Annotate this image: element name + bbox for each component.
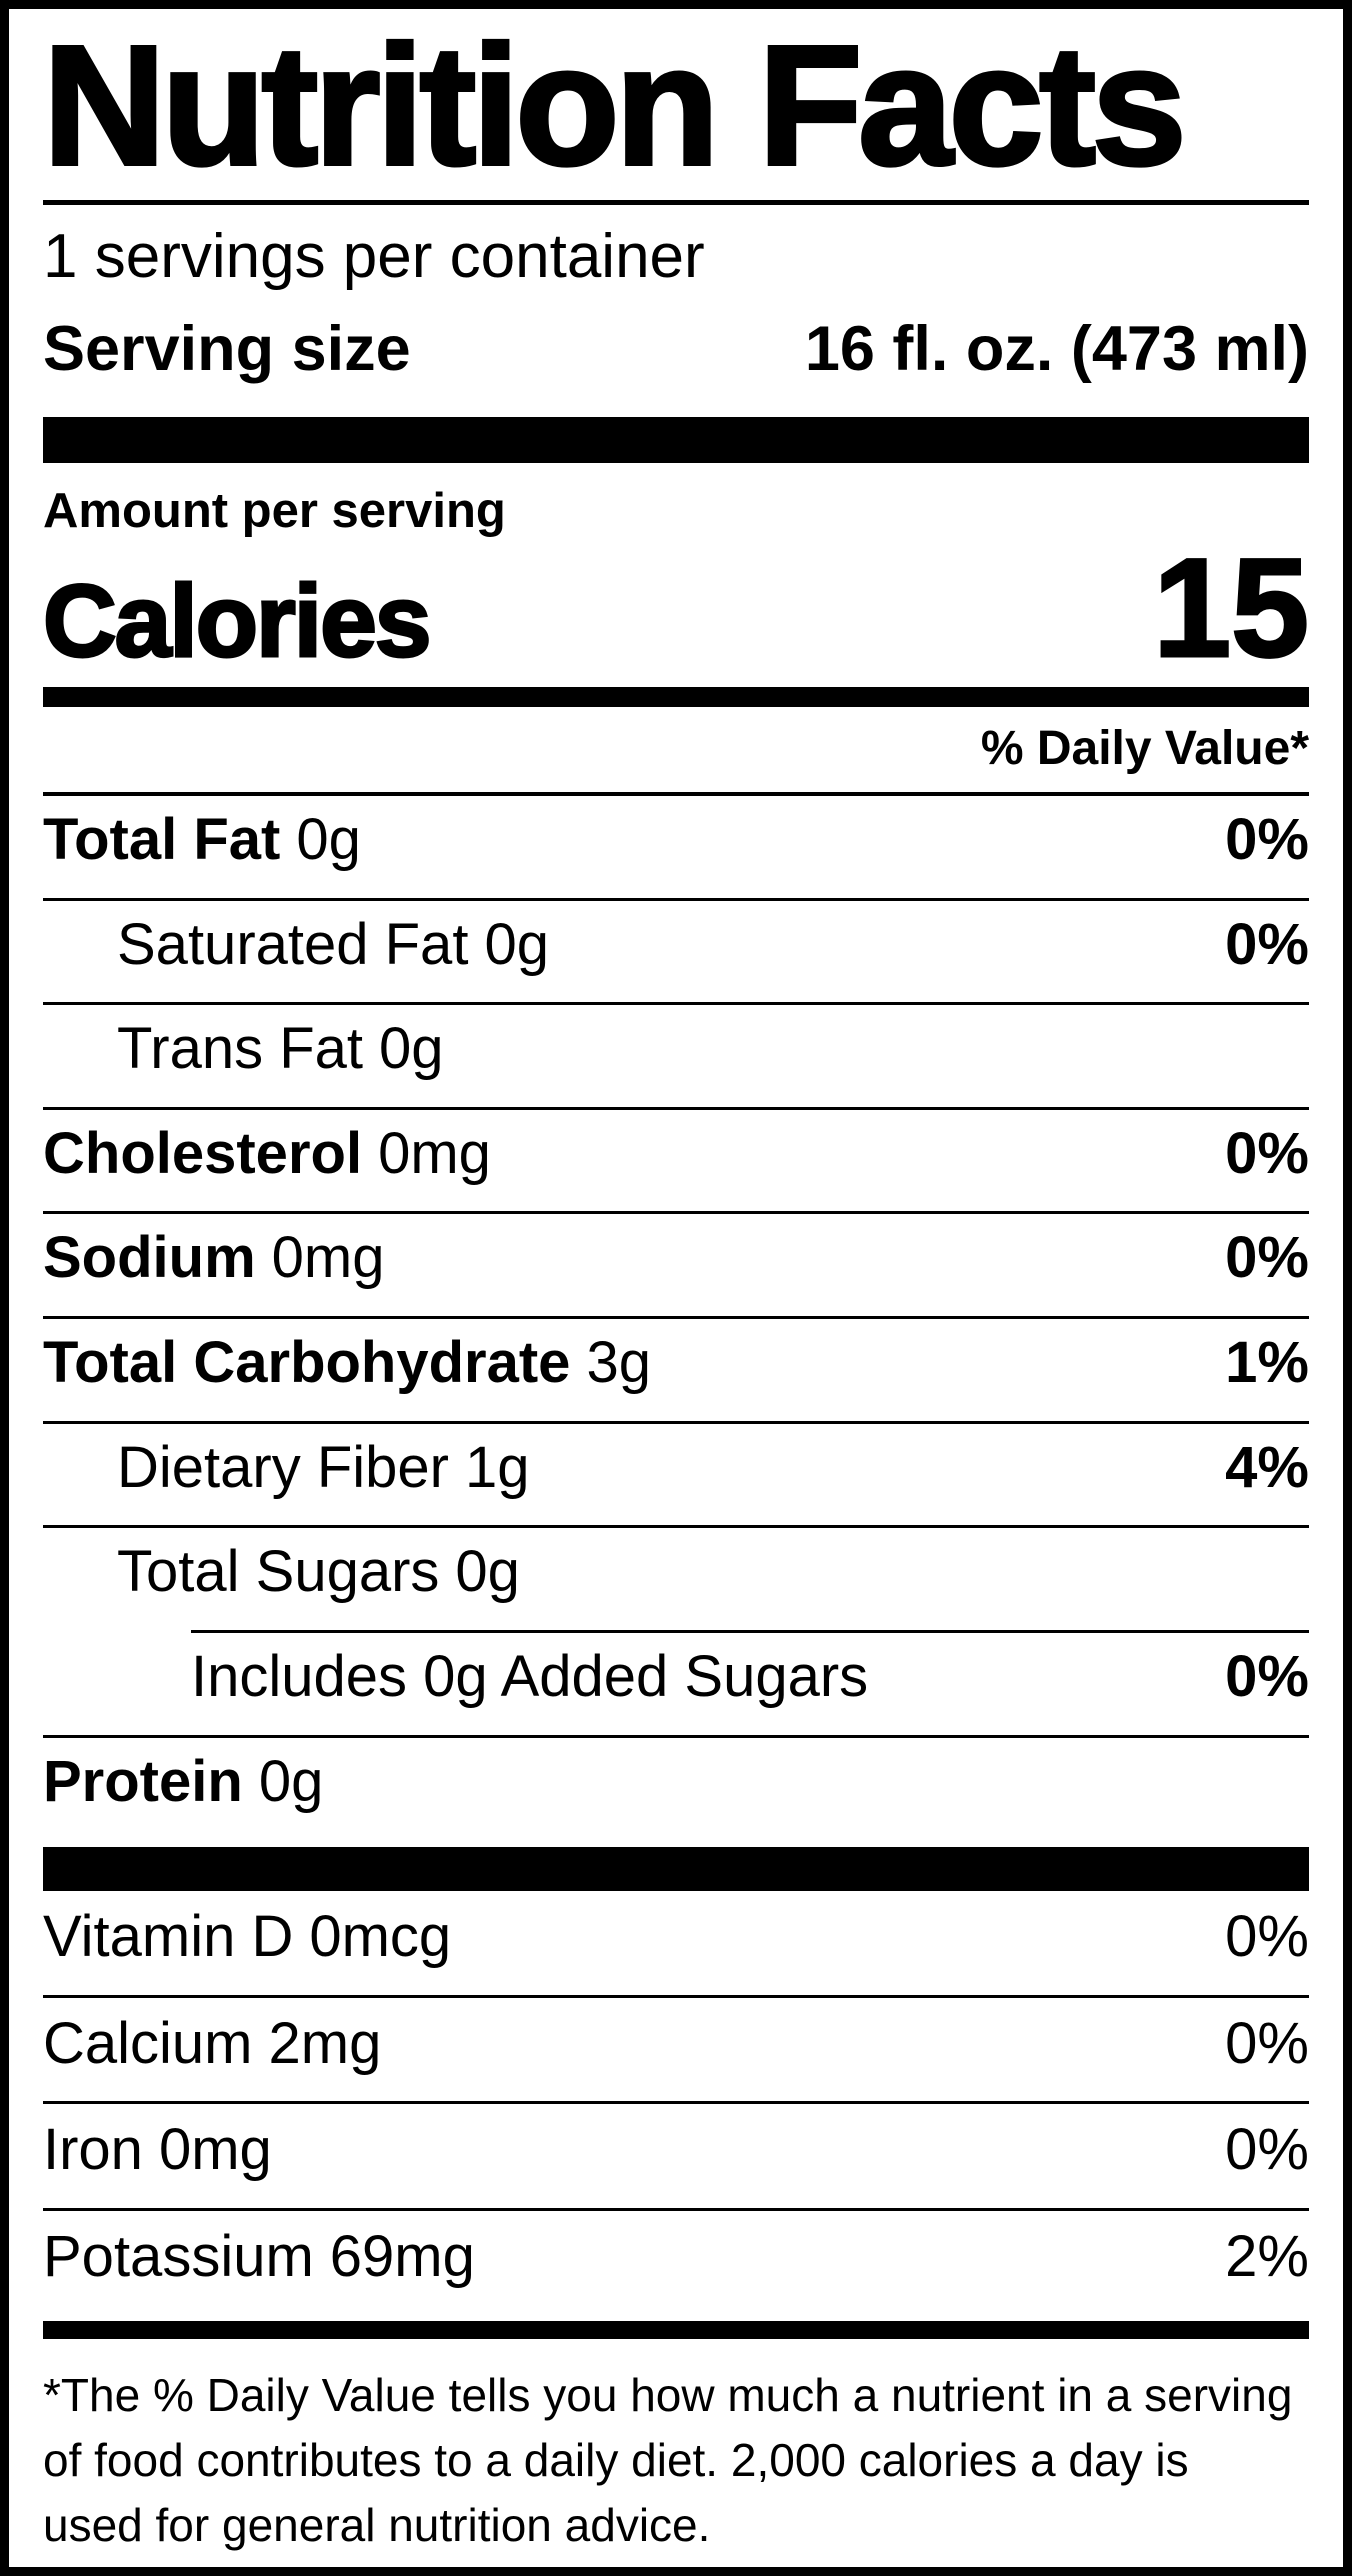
nutrient-row-sodium: Sodium 0mg 0% <box>43 1211 1309 1316</box>
nutrient-name: Total Fat <box>43 806 281 872</box>
nutrient-name: Vitamin D <box>43 1904 294 1970</box>
nutrient-amount: 69mg <box>329 2224 475 2289</box>
nutrient-percent: 0% <box>1225 911 1309 977</box>
nutrient-name: Dietary Fiber <box>117 1434 449 1500</box>
nutrient-percent: 2% <box>1225 2224 1309 2289</box>
nutrient-percent: 0% <box>1225 2010 1309 2076</box>
nutrient-percent: 1% <box>1225 1330 1309 1395</box>
nutrient-percent: 0% <box>1225 1643 1309 1709</box>
nutrient-row-dietary-fiber: Dietary Fiber 1g 4% <box>43 1420 1309 1526</box>
nutrient-amount: 0g <box>258 1748 324 1814</box>
nutrient-row-trans-fat: Trans Fat 0g <box>43 1002 1309 1107</box>
nutrient-amount: 0g <box>379 1016 444 1082</box>
nutrient-amount: 1g <box>464 1434 530 1500</box>
serving-size-value: 16 fl. oz. (473 ml) <box>804 313 1309 384</box>
thick-divider-vitamins <box>43 1847 1309 1892</box>
nutrient-name: Sodium <box>43 1225 256 1291</box>
nutrient-row-cholesterol: Cholesterol 0mg 0% <box>43 1106 1309 1212</box>
nutrient-row-total-sugars: Total Sugars 0g <box>43 1525 1309 1630</box>
nutrient-row-added-sugars: Includes 0g Added Sugars 0% <box>43 1633 1309 1735</box>
medium-divider-calories <box>43 686 1309 707</box>
calories-value: 15 <box>1152 528 1311 686</box>
nutrient-amount: 0g <box>455 1539 520 1605</box>
vitamin-row-iron: Iron 0mg 0% <box>43 2101 1309 2208</box>
servings-per-container: 1 servings per container <box>43 221 705 291</box>
nutrient-name: Includes 0g Added Sugars <box>191 1643 869 1709</box>
label-title: Nutrition Facts <box>41 11 1188 201</box>
nutrient-amount: 0g <box>484 911 549 977</box>
thick-divider-top <box>43 416 1309 463</box>
nutrient-amount: 0mg <box>158 2117 272 2183</box>
nutrient-name: Iron <box>43 2117 143 2183</box>
nutrient-amount: 2mg <box>268 2010 382 2076</box>
nutrient-row-total-fat: Total Fat 0g 0% <box>43 796 1309 898</box>
nutrient-name: Total Sugars <box>117 1539 440 1605</box>
nutrient-percent: 0% <box>1225 2117 1309 2183</box>
nutrient-percent: 4% <box>1225 1434 1309 1500</box>
title-divider <box>43 199 1309 205</box>
nutrient-name: Protein <box>43 1748 243 1814</box>
nutrient-name: Total Carbohydrate <box>43 1330 571 1395</box>
nutrient-amount: 3g <box>586 1330 651 1395</box>
nutrient-amount: 0mcg <box>309 1904 452 1970</box>
nutrient-row-protein: Protein 0g <box>43 1734 1309 1840</box>
nutrient-name: Cholesterol <box>43 1120 363 1186</box>
footnote: *The % Daily Value tells you how much a … <box>43 2368 1293 2552</box>
daily-value-header: % Daily Value* <box>43 707 1309 796</box>
nutrient-percent: 0% <box>1225 1904 1309 1970</box>
nutrient-row-total-carbohydrate: Total Carbohydrate 3g 1% <box>43 1316 1309 1421</box>
nutrient-row-saturated-fat: Saturated Fat 0g 0% <box>43 897 1309 1003</box>
vitamin-row-calcium: Calcium 2mg 0% <box>43 1994 1309 2102</box>
nutrient-amount: 0mg <box>378 1120 491 1186</box>
thin-divider-footnote <box>43 2320 1309 2339</box>
indented-divider <box>191 1629 1309 1633</box>
nutrient-percent: 0% <box>1225 806 1309 872</box>
vitamin-row-vitamin-d: Vitamin D 0mcg 0% <box>43 1891 1309 1995</box>
serving-size-label: Serving size <box>43 313 411 384</box>
nutrient-name: Saturated Fat <box>117 911 469 977</box>
nutrient-name: Trans Fat <box>117 1016 364 1082</box>
nutrient-name: Potassium <box>43 2224 314 2289</box>
calories-row: Calories 15 <box>42 528 1311 686</box>
vitamin-row-potassium: Potassium 69mg 2% <box>43 2208 1309 2315</box>
amount-per-serving-label: Amount per serving <box>43 483 506 538</box>
nutrient-percent: 0% <box>1225 1120 1309 1186</box>
nutrient-amount: 0mg <box>271 1225 385 1291</box>
nutrient-amount: 0g <box>296 806 361 872</box>
nutrient-name: Calcium <box>43 2010 253 2076</box>
nutrient-percent: 0% <box>1225 1225 1309 1291</box>
serving-size-row: Serving size 16 fl. oz. (473 ml) <box>43 313 1309 385</box>
calories-label: Calories <box>42 563 434 678</box>
